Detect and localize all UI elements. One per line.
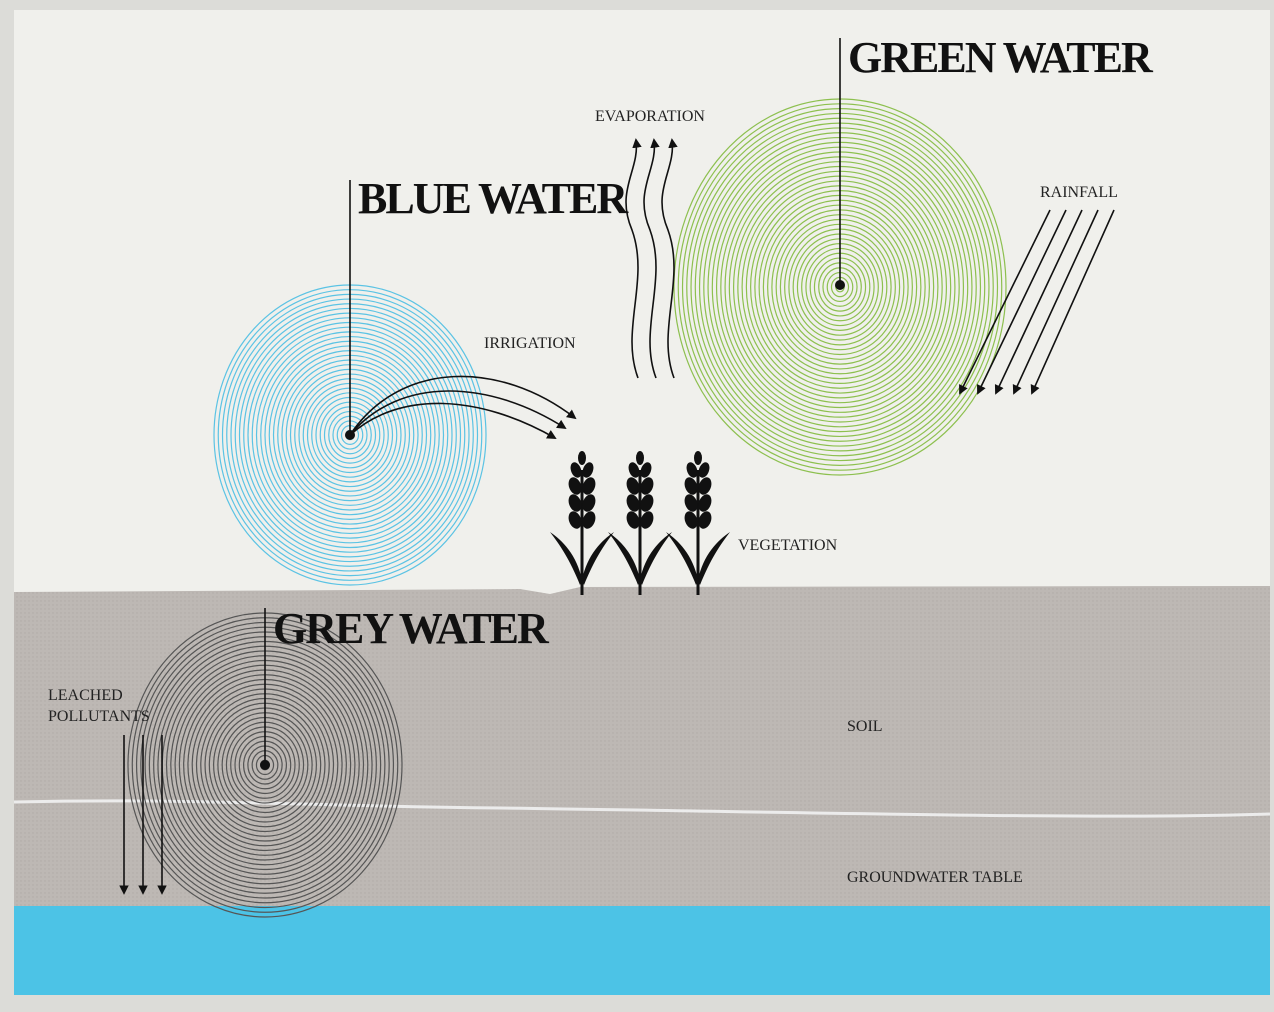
rainfall-label: RAINFALL xyxy=(1040,184,1118,201)
evaporation-label: EVAPORATION xyxy=(595,108,705,125)
vegetation-label: VEGETATION xyxy=(738,537,838,554)
irrigation-label: IRRIGATION xyxy=(484,335,576,352)
grey-water-title: GREY WATER xyxy=(273,604,550,653)
groundwater xyxy=(14,906,1270,995)
blue-water-title: BLUE WATER xyxy=(358,174,629,223)
diagram: GREEN WATER BLUE WATER GREY WATER EVAPOR… xyxy=(0,0,1274,1012)
center-dot xyxy=(835,280,845,290)
soil-label: SOIL xyxy=(847,718,883,735)
pollutants-label: POLLUTANTS xyxy=(48,708,150,725)
page: {"labels": { "green_water": "GREEN WATER… xyxy=(0,0,1274,1012)
pollutants-label: LEACHED xyxy=(48,687,123,704)
groundwater-label: GROUNDWATER TABLE xyxy=(847,869,1023,886)
green-water-title: GREEN WATER xyxy=(848,33,1154,82)
center-dot xyxy=(260,760,270,770)
